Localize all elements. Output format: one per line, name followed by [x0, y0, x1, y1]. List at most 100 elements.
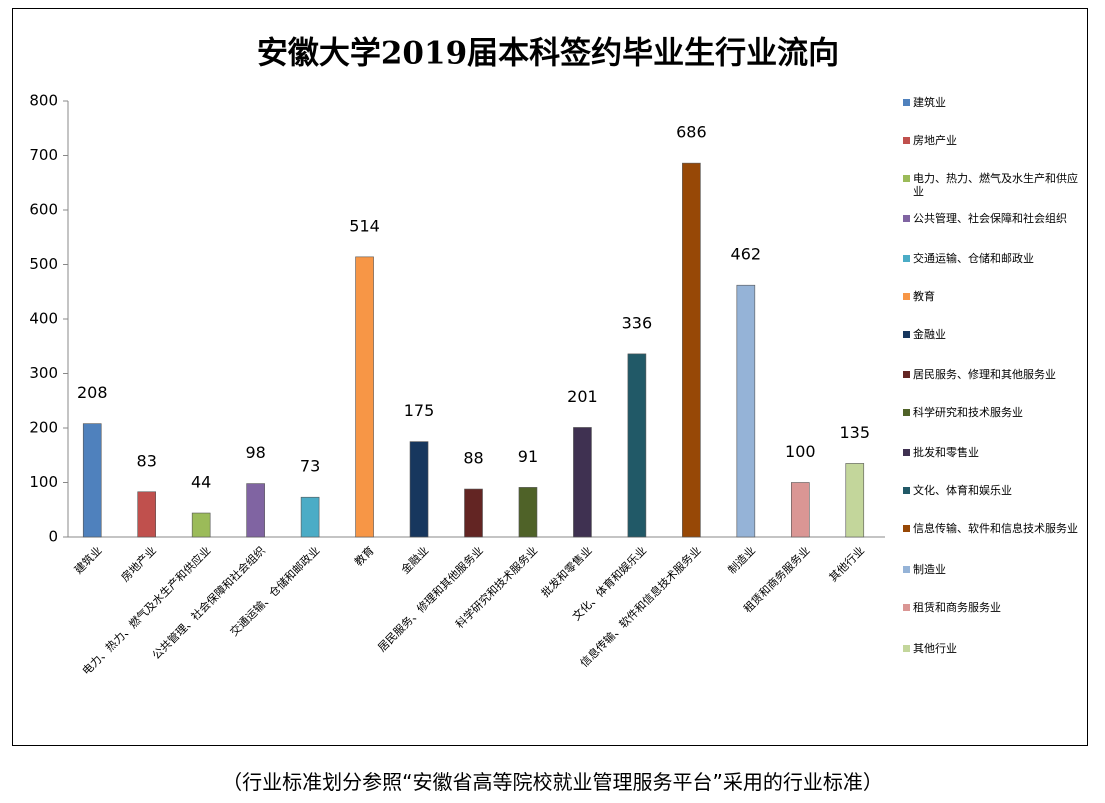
legend-label: 教育	[913, 290, 935, 303]
y-tick-label: 800	[29, 92, 58, 110]
chart-frame	[12, 8, 1088, 746]
legend-swatch	[903, 566, 910, 573]
data-label: 100	[785, 442, 816, 461]
legend-label: 交通运输、仓储和邮政业	[913, 252, 1034, 265]
chart-title: 安徽大学2019届本科签约毕业生行业流向	[257, 36, 839, 72]
y-tick-label: 600	[29, 201, 58, 219]
legend-label: 文化、体育和娱乐业	[913, 484, 1012, 497]
legend-swatch	[903, 99, 910, 106]
bar	[246, 483, 265, 538]
legend-item: 文化、体育和娱乐业	[903, 484, 1088, 497]
y-tick-label: 200	[29, 419, 58, 437]
bar	[736, 284, 756, 538]
x-tick-label: 公共管理、社会保障和社会组织	[149, 543, 268, 662]
bar	[409, 441, 429, 538]
legend-label: 其他行业	[913, 642, 957, 655]
bar	[682, 162, 701, 538]
y-tick-label: 100	[29, 473, 58, 491]
y-tick-label: 300	[29, 364, 58, 382]
x-tick-label: 其他行业	[827, 544, 867, 584]
legend-item: 制造业	[903, 563, 1088, 576]
legend-item: 电力、热力、燃气及水生产和供应业	[903, 172, 1088, 198]
legend-swatch	[903, 371, 910, 378]
bar	[573, 427, 592, 538]
legend-item: 教育	[903, 290, 1088, 303]
data-label: 514	[349, 216, 380, 235]
legend-swatch	[903, 255, 910, 262]
legend-swatch	[903, 487, 910, 494]
x-tick-label: 房地产业	[118, 543, 159, 584]
legend-item: 科学研究和技术服务业	[903, 406, 1088, 419]
caption: （行业标准划分参照“安徽省高等院校就业管理服务平台”采用的行业标准）	[222, 770, 883, 794]
y-tick-label: 700	[29, 146, 58, 164]
data-label: 44	[191, 473, 211, 492]
legend-item: 其他行业	[903, 642, 1088, 655]
legend-label: 建筑业	[913, 96, 946, 109]
legend-label: 公共管理、社会保障和社会组织	[913, 212, 1067, 225]
x-tick-label: 教育	[351, 543, 376, 568]
legend-swatch	[903, 137, 910, 144]
legend-label: 制造业	[913, 563, 946, 576]
x-tick-label: 交通运输、仓储和邮政业	[227, 543, 322, 638]
x-tick-label: 金融业	[398, 543, 431, 576]
x-tick-label: 居民服务、修理和其他服务业	[375, 543, 486, 654]
data-label: 201	[567, 387, 598, 406]
legend-swatch	[903, 409, 910, 416]
bar	[627, 353, 647, 538]
legend-item: 交通运输、仓储和邮政业	[903, 252, 1088, 265]
legend-swatch	[903, 293, 910, 300]
legend-swatch	[903, 175, 910, 182]
data-label: 462	[731, 245, 762, 264]
data-label: 208	[77, 383, 108, 402]
legend-item: 租赁和商务服务业	[903, 601, 1088, 614]
bar	[790, 482, 810, 538]
legend-item: 建筑业	[903, 96, 1088, 109]
legend-swatch	[903, 215, 910, 222]
bar	[82, 423, 102, 538]
x-tick-label: 建筑业	[71, 543, 104, 576]
legend-swatch	[903, 604, 910, 611]
data-label: 91	[518, 447, 538, 466]
legend-item: 居民服务、修理和其他服务业	[903, 368, 1088, 381]
legend-item: 公共管理、社会保障和社会组织	[903, 212, 1088, 225]
x-tick-label: 制造业	[725, 543, 758, 576]
legend-swatch	[903, 449, 910, 456]
bar	[300, 496, 320, 538]
data-label: 98	[245, 443, 265, 462]
bar	[191, 512, 211, 538]
legend-label: 信息传输、软件和信息技术服务业	[913, 522, 1078, 535]
legend-label: 金融业	[913, 328, 946, 341]
legend-swatch	[903, 645, 910, 652]
x-tick-label: 批发和零售业	[538, 543, 595, 600]
legend-label: 科学研究和技术服务业	[913, 406, 1023, 419]
chart: 安徽大学2019届本科签约毕业生行业流向 0 100 200 300 400 500 600…	[29, 36, 885, 678]
data-label: 686	[676, 123, 707, 142]
bar	[355, 256, 374, 538]
data-label: 135	[839, 423, 870, 442]
bar	[137, 491, 156, 538]
data-label: 336	[622, 313, 653, 332]
legend-item: 信息传输、软件和信息技术服务业	[903, 522, 1088, 535]
bar	[845, 463, 865, 538]
legend-swatch	[903, 525, 910, 532]
legend-item: 房地产业	[903, 134, 1088, 147]
legend-label: 房地产业	[913, 134, 957, 147]
y-tick-label: 500	[29, 255, 58, 273]
x-tick-label: 信息传输、软件和信息技术服务业	[577, 543, 704, 670]
data-label: 88	[463, 449, 483, 468]
legend-label: 居民服务、修理和其他服务业	[913, 368, 1056, 381]
legend-label: 批发和零售业	[913, 446, 979, 459]
legend-item: 金融业	[903, 328, 1088, 341]
y-tick-label: 0	[48, 528, 58, 546]
legend-label: 电力、热力、燃气及水生产和供应业	[913, 172, 1078, 198]
legend-item: 批发和零售业	[903, 446, 1088, 459]
data-label: 83	[137, 451, 157, 470]
data-label: 175	[404, 401, 435, 420]
legend-swatch	[903, 331, 910, 338]
data-label: 73	[300, 457, 320, 476]
bar	[464, 488, 483, 538]
y-tick-label: 400	[29, 310, 58, 328]
legend-label: 租赁和商务服务业	[913, 601, 1001, 614]
bar	[518, 487, 538, 538]
